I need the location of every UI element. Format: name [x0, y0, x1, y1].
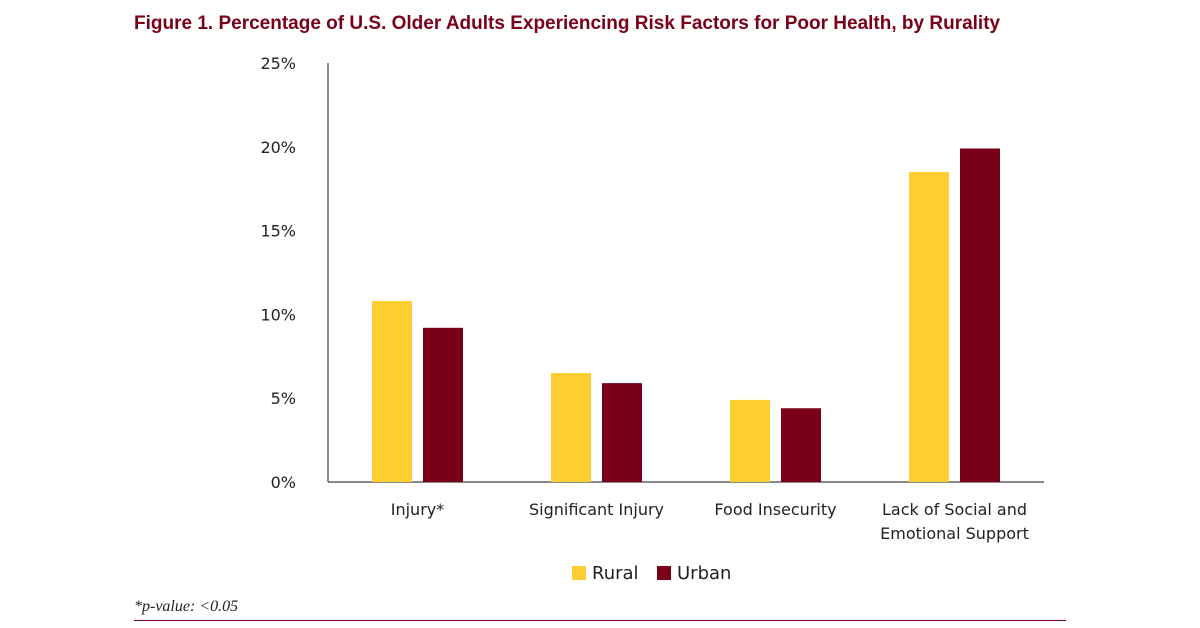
bar-rural: [372, 300, 412, 482]
x-category-label: Food Insecurity: [714, 500, 836, 519]
y-tick-label: 25%: [260, 54, 296, 73]
legend-label-rural: Rural: [592, 563, 639, 584]
y-tick-label: 5%: [271, 389, 296, 408]
y-tick-label: 10%: [260, 305, 296, 324]
legend-swatch-rural: [572, 566, 586, 580]
x-category-label: Lack of Social and: [882, 500, 1027, 519]
y-tick-label: 0%: [271, 473, 296, 492]
bar-rural: [909, 171, 949, 482]
x-category-label: Significant Injury: [529, 500, 664, 519]
bar-urban: [602, 383, 642, 482]
bottom-rule: [134, 620, 1066, 621]
y-tick-label: 15%: [260, 222, 296, 241]
legend-swatch-urban: [657, 566, 671, 580]
footnote: *p-value: <0.05: [134, 598, 239, 615]
y-tick-label: 20%: [260, 138, 296, 157]
bar-rural: [730, 399, 770, 482]
bar-urban: [781, 408, 821, 482]
chart-title: Figure 1. Percentage of U.S. Older Adult…: [134, 13, 1001, 34]
legend-label-urban: Urban: [677, 563, 731, 584]
bar-urban: [960, 148, 1000, 482]
bar-urban: [423, 327, 463, 482]
x-category-label: Emotional Support: [880, 524, 1029, 543]
x-category-label: Injury*: [391, 500, 445, 519]
bar-rural: [551, 373, 591, 482]
